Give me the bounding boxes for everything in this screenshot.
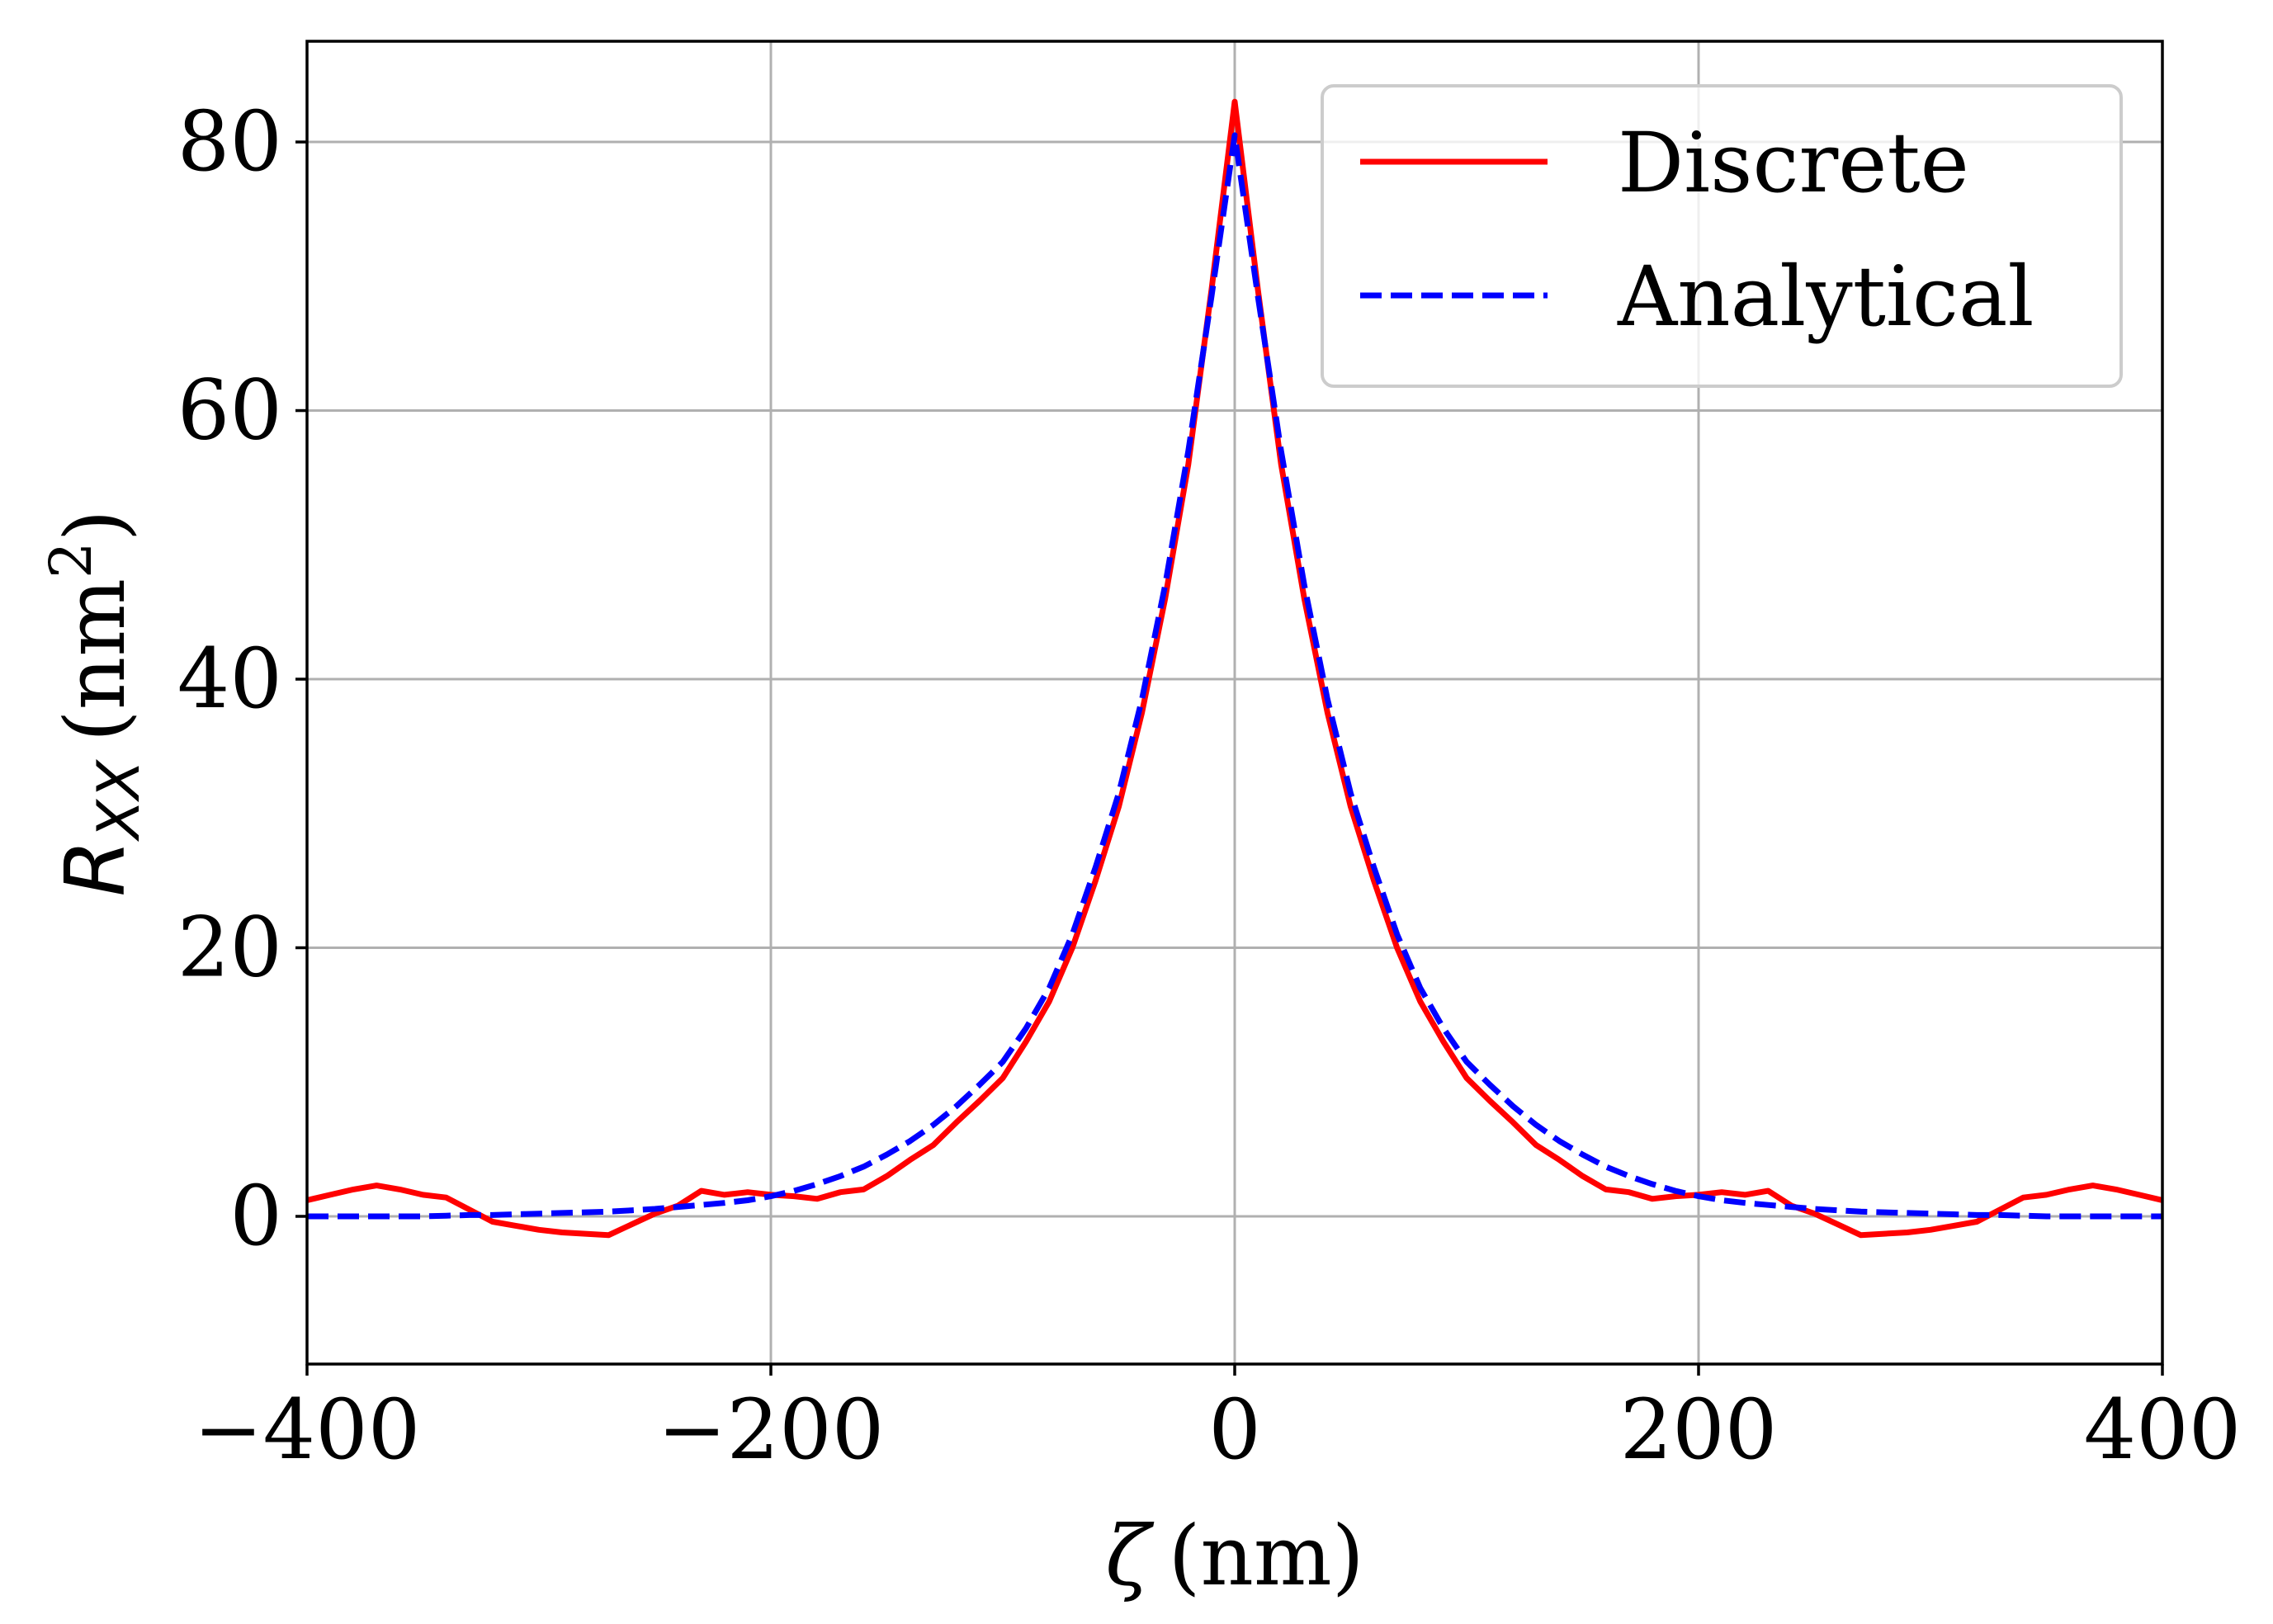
y-tick-label: 80: [177, 93, 282, 190]
legend-label-discrete: Discrete: [1618, 115, 1969, 211]
axis-ticks: −400 −200 0 200 400 0 20 40 60 80: [177, 93, 2242, 1478]
x-axis-symbol: ζ: [1105, 1508, 1155, 1604]
x-axis-unit: (nm): [1168, 1508, 1363, 1604]
y-tick-label: 40: [177, 630, 282, 727]
y-tick-label: 20: [177, 899, 282, 996]
series-line-analytical: [307, 132, 2162, 1220]
y-tick-label: 60: [177, 362, 282, 459]
x-tick-label: 200: [1620, 1381, 1778, 1478]
x-tick-label: −200: [658, 1381, 885, 1478]
y-axis-label: RXX (nm2): [37, 509, 153, 896]
x-axis-label: ζ (nm): [1105, 1508, 1363, 1604]
y-tick-label: 0: [229, 1168, 282, 1264]
x-tick-label: −400: [194, 1381, 421, 1478]
y-axis-symbol: R: [47, 839, 144, 896]
series-line-discrete: [307, 98, 2162, 1239]
y-axis-unit-prefix: (nm: [47, 578, 144, 742]
legend: Discrete Analytical: [1321, 84, 2123, 388]
y-axis-unit-suffix: ): [47, 509, 144, 541]
y-axis-subscript: XX: [85, 758, 153, 843]
x-tick-label: 400: [2084, 1381, 2242, 1478]
x-tick-label: 0: [1208, 1381, 1261, 1478]
series-group: [307, 98, 2162, 1239]
y-axis-unit-superscript: 2: [37, 541, 105, 578]
legend-label-analytical: Analytical: [1617, 248, 2034, 345]
